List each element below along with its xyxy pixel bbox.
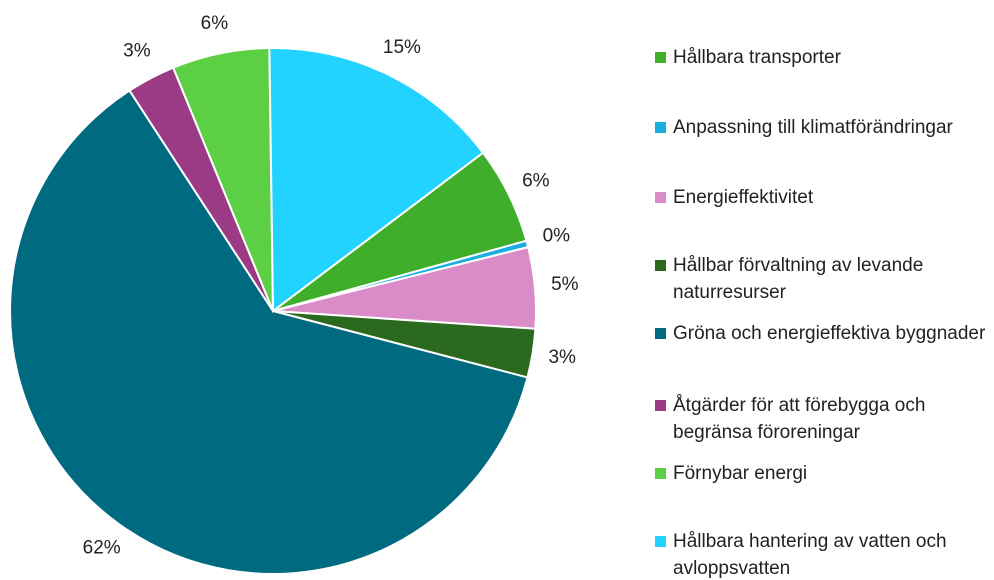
legend-swatch [655, 52, 666, 63]
data-label: 3% [548, 347, 576, 368]
data-label: 6% [522, 170, 550, 191]
legend-swatch [655, 122, 666, 133]
legend-label: Hållbara hantering av vatten och avlopps… [673, 531, 947, 579]
legend-label: Anpassning till klimatförändringar [673, 117, 953, 138]
data-label: 5% [551, 274, 579, 295]
legend-item: Hållbar förvaltning av levande naturresu… [655, 252, 990, 306]
data-label: 0% [543, 225, 571, 246]
legend-item: Gröna och energieffektiva byggnader [655, 320, 990, 347]
pie-slice [9, 89, 529, 575]
legend-item: Åtgärder för att förebygga och begränsa … [655, 392, 990, 446]
legend-swatch [655, 468, 666, 479]
legend-item: Anpassning till klimatförändringar [655, 114, 990, 141]
data-label: 3% [123, 41, 151, 62]
data-label: 15% [383, 37, 421, 58]
legend-swatch [655, 400, 666, 411]
legend-item: Hållbara transporter [655, 44, 990, 71]
pie-slice [268, 47, 485, 313]
legend-item: Energieffektivitet [655, 184, 990, 211]
legend-label: Energieffektivitet [673, 187, 814, 208]
data-label: 6% [201, 13, 229, 34]
legend-label: Åtgärder för att förebygga och begränsa … [673, 395, 926, 443]
legend-label: Hållbar förvaltning av levande naturresu… [673, 255, 924, 303]
legend-item: Förnybar energi [655, 460, 990, 487]
legend-swatch [655, 328, 666, 339]
legend-label: Gröna och energieffektiva byggnader [673, 323, 986, 344]
legend-label: Förnybar energi [673, 463, 808, 484]
data-label: 62% [83, 538, 121, 559]
legend-swatch [655, 536, 666, 547]
legend-swatch [655, 260, 666, 271]
legend-swatch [655, 192, 666, 203]
legend-item: Hållbara hantering av vatten och avlopps… [655, 528, 990, 580]
legend-label: Hållbara transporter [673, 47, 841, 68]
